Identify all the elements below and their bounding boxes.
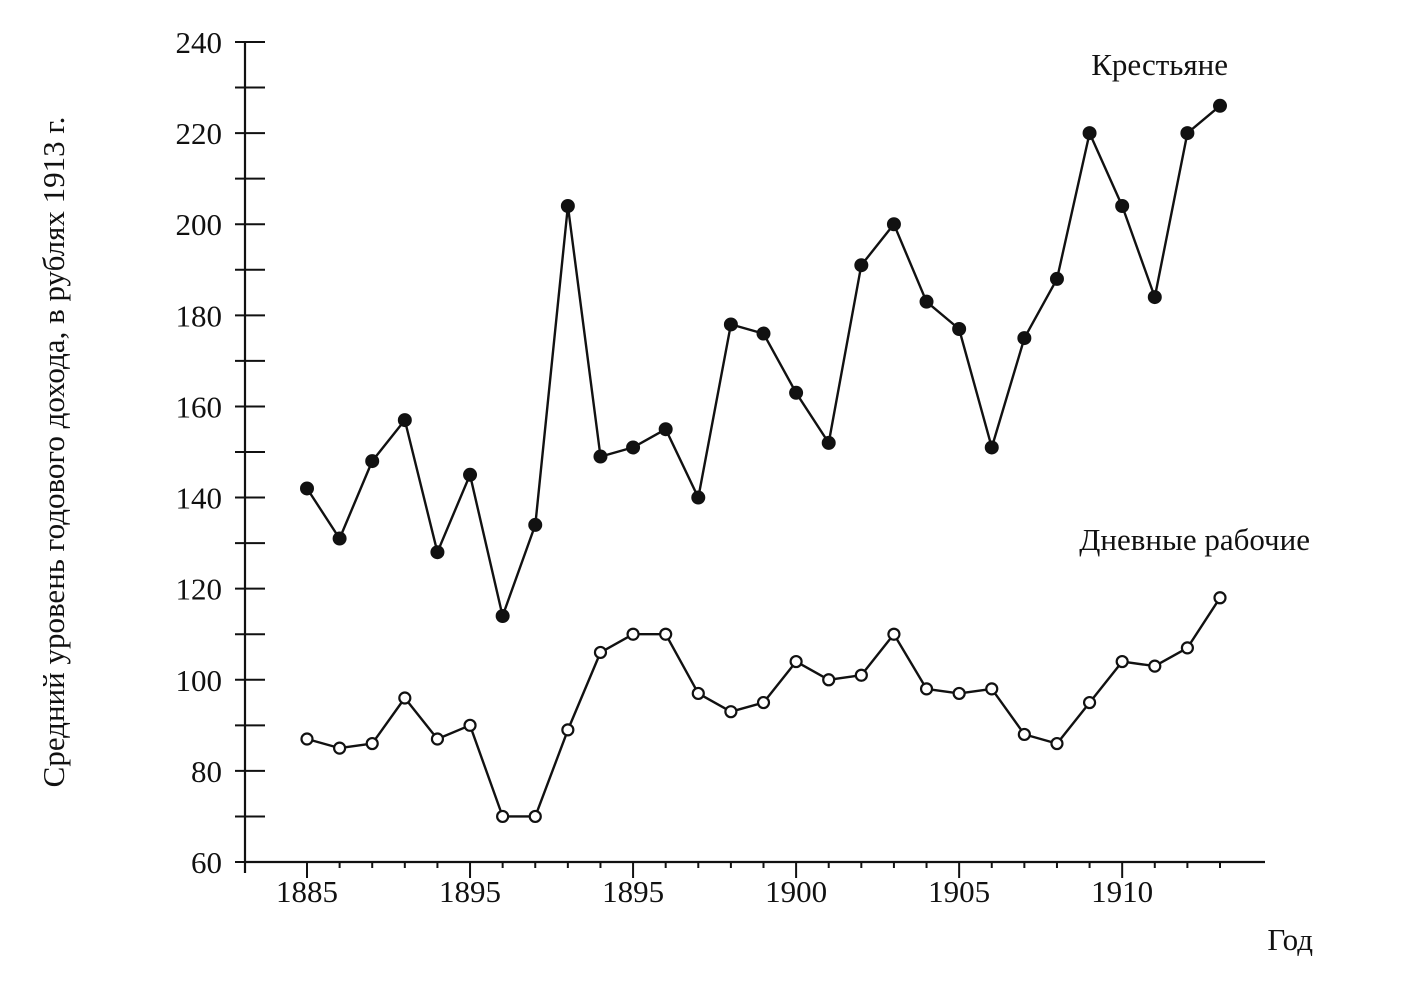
- y-tick-label: 140: [176, 481, 223, 516]
- data-point: [1213, 98, 1227, 113]
- x-tick-label: 1900: [765, 874, 827, 909]
- data-point: [1049, 271, 1064, 286]
- data-point: [854, 258, 869, 273]
- data-point: [398, 691, 412, 705]
- data-point: [756, 326, 771, 341]
- data-point: [495, 609, 510, 623]
- data-point: [887, 627, 901, 641]
- data-point: [822, 673, 836, 687]
- data-point: [593, 645, 608, 660]
- data-point: [919, 682, 934, 696]
- data-point: [397, 413, 412, 428]
- data-point: [756, 695, 771, 710]
- data-point: [723, 317, 738, 332]
- data-point: [300, 732, 314, 746]
- data-point: [691, 490, 706, 505]
- y-axis: 60 80 100 120 140 160 180 200 220 240: [176, 25, 265, 880]
- x-axis: 1885 1895 1895 1900 1905 1910: [245, 860, 1265, 909]
- y-tick-label: 120: [176, 572, 223, 607]
- data-point: [658, 422, 673, 437]
- data-point: [1050, 736, 1064, 751]
- x-tick-label: 1905: [928, 874, 990, 909]
- y-tick-label: 80: [191, 754, 222, 789]
- data-point: [952, 322, 967, 336]
- x-tick-label: 1895: [602, 874, 664, 909]
- data-point: [333, 741, 347, 755]
- y-tick-label: 220: [176, 116, 223, 151]
- x-tick-label: 1895: [439, 874, 501, 909]
- y-tick-label: 60: [191, 845, 222, 880]
- data-point: [528, 517, 543, 532]
- y-tick-label: 100: [176, 663, 223, 698]
- data-point: [561, 723, 575, 737]
- data-point: [789, 654, 803, 669]
- data-point: [593, 449, 608, 464]
- series-layer: [300, 98, 1227, 824]
- y-axis-ticks: 60 80 100 120 140 160 180 200 220 240: [176, 25, 265, 880]
- data-point: [626, 440, 641, 455]
- data-point: [430, 545, 445, 560]
- data-point: [365, 736, 379, 751]
- data-point: [919, 294, 934, 309]
- data-point: [659, 627, 673, 641]
- y-tick-label: 200: [176, 207, 223, 242]
- data-point: [528, 809, 542, 824]
- data-point: [332, 531, 347, 546]
- data-point: [1115, 654, 1129, 669]
- data-point: [1082, 126, 1097, 141]
- data-point: [560, 199, 575, 213]
- series-label-day-workers: Дневные рабочие: [1079, 522, 1310, 557]
- data-point: [1180, 126, 1195, 141]
- y-tick-label: 240: [176, 25, 223, 60]
- data-point: [1180, 641, 1194, 655]
- series-label-peasants: Крестьяне: [1091, 47, 1228, 82]
- data-point: [854, 668, 868, 682]
- data-point: [430, 732, 445, 746]
- x-axis-ticks: 1885 1895 1895 1900 1905 1910: [276, 862, 1221, 909]
- data-point: [1148, 659, 1162, 673]
- data-point: [365, 454, 380, 469]
- y-tick-label: 180: [176, 298, 223, 333]
- y-tick-label: 160: [176, 389, 223, 424]
- data-point: [1147, 290, 1162, 305]
- data-point: [984, 440, 999, 455]
- data-point: [1082, 695, 1097, 710]
- data-point: [691, 686, 705, 701]
- data-point: [821, 435, 836, 450]
- series-1: [300, 98, 1227, 623]
- data-point: [724, 705, 738, 719]
- data-point: [463, 467, 478, 482]
- data-point: [789, 385, 804, 400]
- x-tick-label: 1885: [276, 874, 338, 909]
- data-point: [1213, 591, 1227, 605]
- x-axis-title: Год: [1267, 922, 1313, 957]
- x-tick-label: 1910: [1091, 874, 1153, 909]
- series-2: [300, 591, 1227, 824]
- data-point: [1017, 331, 1032, 346]
- data-point: [300, 481, 314, 496]
- data-point: [626, 627, 640, 641]
- data-point: [1017, 727, 1031, 742]
- data-point: [1115, 199, 1130, 213]
- y-axis-title: Средний уровень годового дохода, в рубля…: [36, 117, 71, 788]
- data-point: [463, 718, 477, 732]
- data-point: [952, 686, 966, 701]
- data-point: [985, 682, 999, 696]
- data-point: [496, 809, 510, 824]
- data-point: [886, 217, 901, 232]
